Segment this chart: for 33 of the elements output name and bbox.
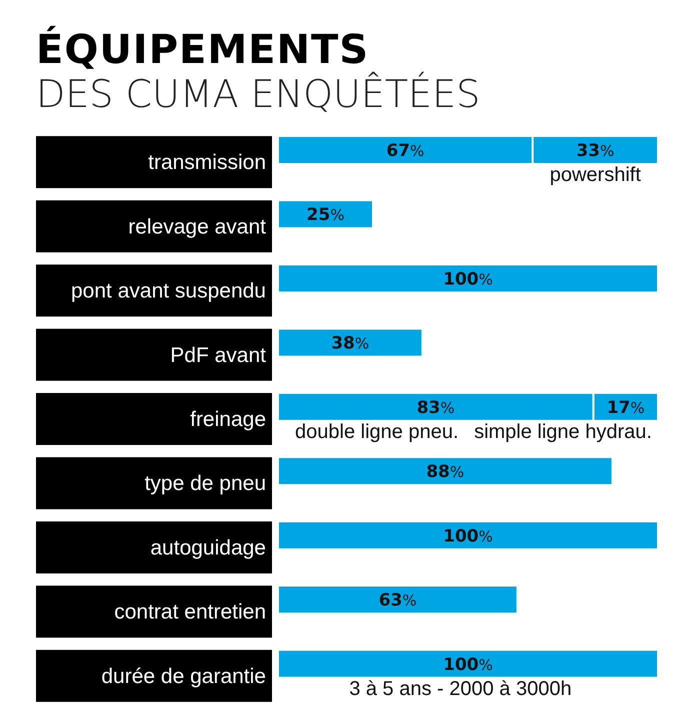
annotation: double ligne pneu. bbox=[295, 421, 459, 444]
data-label: 63% bbox=[378, 590, 417, 611]
y-tick-label: PdF avant bbox=[170, 344, 266, 367]
bar bbox=[278, 584, 518, 615]
annotation: simple ligne hydrau. bbox=[474, 421, 652, 444]
data-label: 17% bbox=[606, 398, 645, 418]
data-label: 67% bbox=[386, 141, 424, 161]
bar bbox=[278, 328, 424, 358]
chart-subtitle: DES CUMA ENQUÊTÉES bbox=[36, 72, 482, 116]
bar bbox=[278, 456, 614, 486]
bar bbox=[278, 199, 374, 230]
y-tick-label: pont avant suspendu bbox=[71, 280, 266, 303]
chart-title: ÉQUIPEMENTS bbox=[36, 27, 370, 73]
y-tick-label: transmission bbox=[148, 151, 266, 174]
y-tick-label: durée de garantie bbox=[101, 664, 266, 688]
annotation: powershift bbox=[550, 164, 641, 188]
bar bbox=[278, 648, 658, 679]
data-label: 33% bbox=[576, 141, 614, 161]
data-label: 100% bbox=[443, 269, 493, 290]
y-tick-label: type de pneu bbox=[144, 472, 266, 496]
y-tick-label: freinage bbox=[190, 408, 266, 431]
data-label: 100% bbox=[443, 526, 493, 546]
data-label: 83% bbox=[416, 398, 455, 418]
data-label: 88% bbox=[426, 462, 464, 482]
y-tick-label: contrat entretien bbox=[114, 600, 266, 624]
annotation: 3 à 5 ans - 2000 à 3000h bbox=[349, 678, 572, 701]
y-tick-label: autoguidage bbox=[150, 536, 266, 560]
y-tick-label: relevage avant bbox=[128, 215, 266, 238]
data-label: 38% bbox=[331, 334, 370, 354]
bar bbox=[278, 263, 658, 294]
bar bbox=[278, 520, 658, 550]
data-label: 100% bbox=[443, 654, 493, 675]
data-label: 25% bbox=[306, 205, 344, 226]
